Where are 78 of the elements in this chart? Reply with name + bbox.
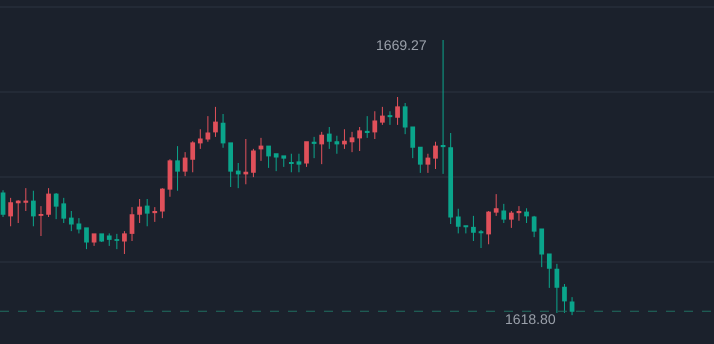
candlestick xyxy=(509,210,514,228)
candlestick xyxy=(175,146,180,192)
candlestick xyxy=(76,218,82,234)
candlestick xyxy=(418,146,423,174)
candlestick xyxy=(182,152,188,177)
candlestick xyxy=(494,194,499,216)
candlestick xyxy=(448,132,454,225)
candlestick xyxy=(364,116,370,138)
candlestick xyxy=(402,102,408,135)
annotation: 1618.80 xyxy=(505,311,556,327)
candlestick xyxy=(501,203,506,224)
candlestick xyxy=(426,153,430,174)
candlestick xyxy=(342,128,347,150)
candlestick xyxy=(463,225,468,234)
candlestick xyxy=(38,206,44,237)
candlestick xyxy=(190,140,196,173)
candlestick xyxy=(546,254,552,288)
candlestick xyxy=(380,106,385,126)
candlestick xyxy=(440,39,446,174)
candlestick xyxy=(288,153,294,173)
candlestick xyxy=(524,208,529,224)
candlestick xyxy=(92,232,96,246)
candlestick xyxy=(395,96,400,126)
candlestick xyxy=(281,155,286,168)
candlestick xyxy=(258,137,264,162)
candlestick xyxy=(304,141,309,168)
candlestick xyxy=(236,162,241,189)
candlestick xyxy=(319,131,324,165)
candlestick xyxy=(206,116,210,142)
candlestick xyxy=(296,153,302,173)
candlestick xyxy=(16,200,21,224)
candlestick xyxy=(99,233,104,243)
candlestick xyxy=(228,142,233,188)
candlestick xyxy=(516,206,522,222)
candlestick xyxy=(243,138,248,185)
candlestick xyxy=(0,190,6,218)
candlestick xyxy=(570,296,574,316)
candlestick xyxy=(137,198,142,224)
candlestick xyxy=(532,215,536,238)
candlestick xyxy=(350,131,354,153)
candlestick xyxy=(554,263,560,314)
candlestick xyxy=(130,206,134,242)
candlestick xyxy=(144,198,150,227)
candlestick xyxy=(357,126,362,152)
candlestick xyxy=(478,230,484,249)
candlestick xyxy=(251,148,256,178)
candlestick xyxy=(562,284,567,314)
candlestick xyxy=(220,113,226,148)
candlestick xyxy=(46,188,51,218)
candlestick xyxy=(168,158,172,198)
candlestick xyxy=(539,228,544,268)
candlestick xyxy=(68,210,74,232)
candlestick xyxy=(106,232,112,246)
candlestick xyxy=(23,188,28,212)
candlestick xyxy=(198,128,203,150)
candlestick xyxy=(456,208,461,234)
candlestick xyxy=(84,227,89,250)
candlestick xyxy=(471,215,476,242)
candlestick xyxy=(61,197,66,224)
candlestick xyxy=(152,206,158,222)
candlestick xyxy=(266,146,271,168)
candlestick xyxy=(433,141,438,170)
candlestick xyxy=(372,110,378,140)
candlestick xyxy=(54,192,58,220)
candlestick xyxy=(31,190,36,227)
candlestick xyxy=(410,126,416,159)
candlestick xyxy=(160,188,165,219)
candlestick xyxy=(213,106,218,138)
candlestick xyxy=(486,210,491,245)
candlestick xyxy=(326,126,332,150)
candlestick xyxy=(122,230,127,255)
candlestick xyxy=(114,233,120,250)
candlestick xyxy=(388,110,392,126)
candlestick xyxy=(8,197,13,227)
annotation: 1669.27 xyxy=(376,37,427,53)
candlestick xyxy=(334,135,340,154)
candlestick xyxy=(312,136,316,159)
candlestick xyxy=(274,152,279,172)
